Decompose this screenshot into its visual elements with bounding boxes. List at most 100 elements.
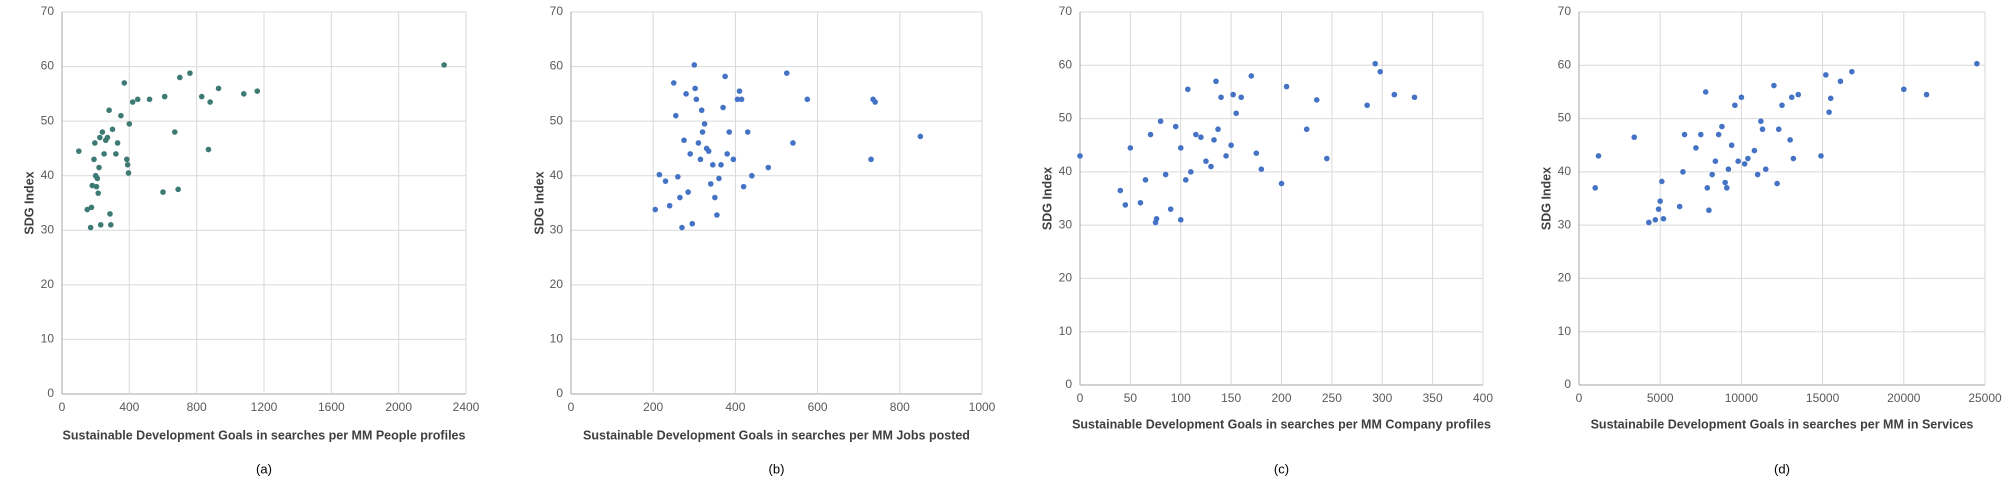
point (1188, 169, 1194, 175)
point (1391, 91, 1398, 98)
point (1849, 68, 1855, 75)
point (441, 62, 447, 68)
x-tick-label: 2000 (385, 400, 412, 414)
point (1901, 86, 1907, 93)
point (714, 212, 720, 218)
point (121, 80, 128, 86)
point (685, 189, 691, 195)
y-axis-title: SDG Index (532, 171, 546, 234)
point (89, 182, 96, 189)
point (734, 96, 741, 103)
point (93, 183, 100, 190)
point (124, 156, 130, 163)
point (1732, 102, 1738, 109)
x-tick-label: 400 (725, 400, 745, 414)
point (804, 96, 811, 103)
point (1787, 137, 1793, 143)
y-tick-label: 10 (41, 332, 55, 346)
point (1788, 94, 1795, 101)
point (1723, 185, 1730, 191)
point (1646, 219, 1652, 226)
point (1655, 206, 1662, 212)
point (687, 151, 693, 157)
point (1826, 109, 1832, 115)
point (1818, 153, 1824, 159)
x-tick-label: 10000 (1725, 391, 1759, 405)
y-tick-label: 30 (1558, 217, 1572, 231)
point (146, 96, 153, 103)
point (1974, 60, 1980, 67)
point (673, 112, 679, 119)
point (1923, 91, 1930, 98)
point (1741, 161, 1748, 167)
point (1211, 137, 1217, 143)
y-tick-label: 40 (550, 168, 564, 182)
point (1213, 78, 1219, 85)
point (1177, 145, 1184, 151)
point (783, 70, 790, 76)
y-tick-label: 40 (1059, 164, 1073, 178)
y-tick-label: 0 (1564, 377, 1571, 391)
point (730, 156, 737, 163)
x-tick-label: 100 (1171, 391, 1191, 405)
y-tick-label: 20 (550, 277, 564, 291)
point (1725, 166, 1732, 172)
point (1233, 110, 1239, 117)
y-tick-label: 30 (1059, 217, 1073, 231)
y-tick-label: 20 (1059, 271, 1073, 285)
point (91, 156, 97, 163)
point (84, 206, 91, 213)
point (689, 220, 696, 227)
point (101, 151, 107, 157)
point (1790, 155, 1797, 162)
panel-caption: (b) (769, 461, 785, 476)
y-tick-label: 40 (41, 168, 55, 182)
point (1313, 97, 1320, 103)
point (254, 88, 261, 94)
point (1706, 207, 1712, 214)
y-tick-label: 20 (41, 277, 55, 291)
x-tick-label: 0 (568, 400, 575, 414)
point (1218, 94, 1224, 101)
point (160, 189, 166, 195)
point (215, 85, 222, 92)
point (720, 104, 726, 111)
point (1127, 145, 1134, 151)
point (1162, 171, 1169, 178)
y-tick-label: 60 (550, 59, 564, 73)
y-axis-title: SDG Index (1040, 167, 1054, 230)
point (697, 156, 704, 163)
point (712, 194, 718, 201)
x-tick-label: 150 (1221, 391, 1241, 405)
x-tick-label: 800 (890, 400, 910, 414)
point (97, 134, 103, 141)
x-tick-label: 25000 (1968, 391, 2002, 405)
point (1657, 198, 1663, 204)
point (736, 88, 743, 94)
point (205, 146, 212, 153)
point (1258, 166, 1265, 172)
point (705, 148, 712, 154)
point (1738, 94, 1745, 101)
point (1722, 179, 1728, 186)
point (1762, 166, 1769, 172)
point (198, 93, 205, 100)
point (1712, 158, 1719, 164)
point (1795, 91, 1802, 98)
y-tick-label: 10 (1558, 324, 1572, 338)
point (76, 148, 82, 154)
point (1719, 123, 1725, 130)
y-tick-label: 0 (556, 386, 563, 400)
point (1631, 134, 1638, 141)
point (652, 206, 659, 213)
x-tick-label: 400 (1473, 391, 1493, 405)
point (1698, 131, 1704, 138)
point (1193, 131, 1199, 138)
point (1754, 171, 1761, 178)
point (1077, 153, 1083, 159)
x-tick-label: 250 (1322, 391, 1342, 405)
point (95, 190, 101, 196)
point (744, 129, 751, 135)
point (118, 112, 124, 119)
